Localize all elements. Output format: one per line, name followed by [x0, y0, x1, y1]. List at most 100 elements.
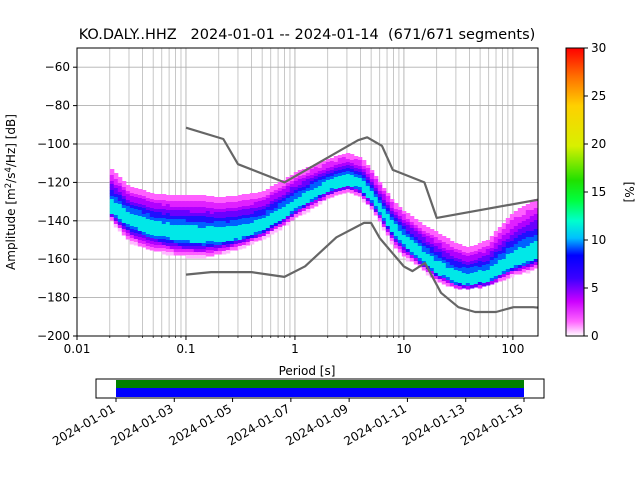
density-cell: [265, 198, 271, 202]
density-cell: [285, 204, 291, 208]
density-cell: [385, 232, 391, 236]
density-cell: [401, 241, 407, 245]
density-cell: [437, 261, 443, 265]
y-tick-label: −100: [37, 137, 70, 151]
density-cell: [301, 184, 307, 188]
density-cell: [365, 183, 371, 187]
density-cell: [285, 189, 291, 193]
density-cell: [137, 225, 143, 229]
density-cell: [177, 198, 183, 202]
density-cell: [145, 243, 151, 247]
density-cell: [405, 240, 411, 244]
density-cell: [193, 210, 199, 214]
density-cell: [517, 256, 523, 260]
density-cell: [517, 217, 523, 221]
density-cell: [169, 246, 175, 250]
density-cell: [177, 243, 183, 247]
density-cell: [357, 181, 363, 185]
density-cell: [497, 257, 503, 261]
density-cell: [181, 252, 187, 256]
density-cell: [109, 208, 115, 212]
density-cell: [373, 176, 379, 180]
density-cell: [405, 234, 411, 238]
density-cell: [333, 183, 339, 187]
density-cell: [529, 201, 535, 205]
density-cell: [401, 235, 407, 239]
density-cell: [521, 245, 527, 249]
density-cell: [377, 182, 383, 186]
density-cell: [169, 243, 175, 247]
density-cell: [497, 242, 503, 246]
density-cell: [333, 168, 339, 172]
density-cell: [321, 194, 327, 198]
density-cell: [493, 243, 499, 247]
density-cell: [429, 253, 435, 257]
density-cell: [121, 184, 127, 188]
density-cell: [509, 256, 515, 260]
density-cell: [465, 286, 471, 290]
density-cell: [285, 195, 291, 199]
density-cell: [169, 213, 175, 217]
density-cell: [505, 236, 511, 240]
density-cell: [521, 206, 527, 210]
density-cell: [181, 237, 187, 241]
density-cell: [165, 210, 171, 214]
density-cell: [441, 269, 447, 273]
density-cell: [133, 206, 139, 210]
density-cell: [161, 194, 167, 198]
density-cell: [149, 199, 155, 203]
density-cell: [261, 221, 267, 225]
density-cell: [277, 227, 283, 231]
density-cell: [125, 188, 131, 192]
density-cell: [413, 231, 419, 235]
y-tick-label: −60: [45, 60, 70, 74]
density-cell: [501, 232, 507, 236]
density-cell: [237, 216, 243, 220]
density-cell: [413, 240, 419, 244]
density-cell: [229, 217, 235, 221]
density-cell: [285, 207, 291, 211]
density-cell: [425, 251, 431, 255]
timeline-tick-label: 2024-01-13: [400, 401, 467, 448]
density-cell: [197, 195, 203, 199]
density-cell: [457, 277, 463, 281]
density-cell: [129, 202, 135, 206]
density-cell: [485, 255, 491, 259]
density-cell: [521, 242, 527, 246]
density-cell: [529, 243, 535, 247]
density-cell: [189, 228, 195, 232]
density-cell: [525, 210, 531, 214]
density-cell: [201, 252, 207, 256]
density-cell: [421, 246, 427, 250]
density-cell: [489, 248, 495, 252]
density-cell: [437, 246, 443, 250]
density-cell: [141, 226, 147, 230]
density-cell: [133, 191, 139, 195]
density-cell: [509, 220, 515, 224]
density-cell: [369, 185, 375, 189]
density-cell: [249, 226, 255, 230]
density-cell: [121, 229, 127, 233]
density-cell: [153, 206, 159, 210]
density-cell: [349, 154, 355, 158]
density-cell: [277, 218, 283, 222]
grid: [76, 48, 538, 337]
density-cell: [481, 250, 487, 254]
density-cell: [393, 239, 399, 243]
density-cell: [233, 244, 239, 248]
density-cell: [329, 185, 335, 189]
density-cell: [393, 236, 399, 240]
density-cell: [349, 169, 355, 173]
density-cell: [381, 227, 387, 231]
density-cell: [229, 211, 235, 215]
density-cell: [485, 273, 491, 277]
density-cell: [429, 241, 435, 245]
density-cell: [377, 191, 383, 195]
density-cell: [185, 231, 191, 235]
density-cell: [205, 226, 211, 230]
density-cell: [261, 212, 267, 216]
density-cell: [173, 195, 179, 199]
density-cell: [305, 170, 311, 174]
density-cell: [285, 219, 291, 223]
density-cell: [245, 209, 251, 213]
